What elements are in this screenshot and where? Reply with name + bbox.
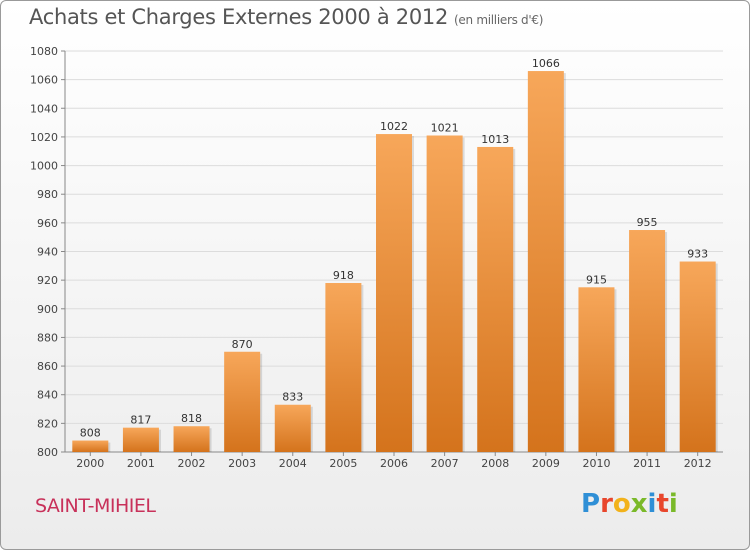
proxiti-logo: Proxiti [581, 489, 678, 519]
town-name: SAINT-MIHIEL [35, 495, 156, 517]
x-tick-label: 2006 [380, 457, 408, 470]
bar [72, 440, 109, 452]
bar [426, 135, 463, 452]
y-tick-label: 1080 [30, 45, 58, 58]
data-label: 933 [687, 248, 708, 261]
y-tick-label: 860 [37, 360, 58, 373]
bar [629, 230, 666, 452]
data-label: 833 [282, 391, 303, 404]
bar [274, 404, 311, 452]
data-label: 1022 [380, 120, 408, 133]
bar [527, 71, 564, 453]
x-tick-label: 2010 [582, 457, 610, 470]
y-tick-label: 960 [37, 217, 58, 230]
logo-letter: r [600, 489, 613, 519]
y-tick-label: 880 [37, 331, 58, 344]
y-tick-label: 1000 [30, 160, 58, 173]
bar [173, 426, 210, 452]
logo-letter: t [656, 489, 669, 519]
y-tick-label: 800 [37, 446, 58, 459]
bar [376, 134, 412, 453]
logo-letter: o [612, 489, 631, 519]
x-tick-label: 2005 [329, 457, 357, 470]
y-tick-label: 1020 [30, 131, 58, 144]
data-label: 1066 [532, 57, 560, 70]
y-tick-label: 820 [37, 417, 58, 430]
x-tick-label: 2004 [279, 457, 307, 470]
bar [122, 427, 159, 452]
chart-title-text: Achats et Charges Externes 2000 à 2012 [29, 5, 449, 29]
x-tick-label: 2011 [633, 457, 661, 470]
bars: 808 817 818 870 833 918 1022 1021 1013 1066 915 955… [72, 57, 718, 453]
logo-letter: P [581, 489, 601, 519]
y-tick-label: 840 [37, 389, 58, 402]
bar [578, 287, 615, 452]
y-tick-label: 940 [37, 246, 58, 259]
data-label: 818 [181, 412, 202, 425]
bar [679, 261, 716, 452]
x-tick-label: 2003 [228, 457, 256, 470]
y-tick-label: 980 [37, 188, 58, 201]
data-label: 918 [333, 269, 354, 282]
chart-subtitle: (en milliers d'€) [454, 13, 544, 27]
x-tick-label: 2009 [532, 457, 560, 470]
x-tick-label: 2002 [178, 457, 206, 470]
y-tick-label: 900 [37, 303, 58, 316]
data-label: 915 [586, 273, 607, 286]
data-label: 1021 [431, 121, 459, 134]
logo-letter: i [668, 489, 678, 519]
logo-letter: i [647, 489, 657, 519]
chart-title: Achats et Charges Externes 2000 à 2012 (e… [29, 5, 543, 29]
bar [477, 146, 514, 453]
x-tick-label: 2012 [684, 457, 712, 470]
data-label: 955 [637, 216, 658, 229]
bar [325, 283, 362, 452]
y-tick-label: 920 [37, 274, 58, 287]
x-tick-label: 2001 [127, 457, 155, 470]
logo-letter: x [630, 489, 648, 519]
bar [224, 351, 261, 452]
x-tick-label: 2007 [431, 457, 459, 470]
x-tick-label: 2000 [76, 457, 104, 470]
x-tick-label: 2008 [481, 457, 509, 470]
data-label: 817 [130, 414, 151, 427]
y-tick-label: 1040 [30, 102, 58, 115]
y-tick-label: 1060 [30, 74, 58, 87]
data-label: 1013 [481, 133, 509, 146]
data-label: 808 [80, 427, 101, 440]
data-label: 870 [232, 338, 253, 351]
